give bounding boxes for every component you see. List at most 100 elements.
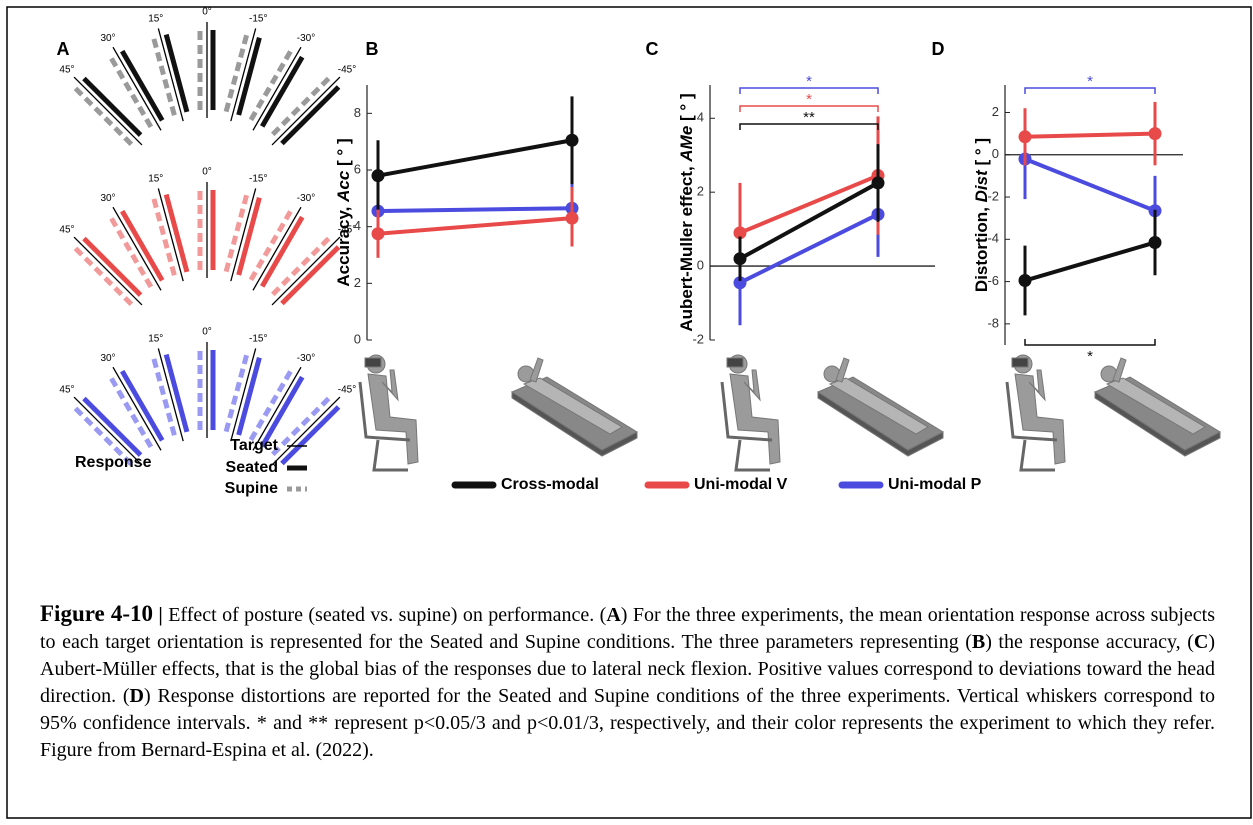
y-axis-label: Aubert-Muller effect, AMe [ ° ] bbox=[677, 93, 696, 331]
visor bbox=[726, 357, 744, 368]
seated-response bbox=[260, 55, 305, 128]
y-tick-label: 4 bbox=[697, 110, 704, 125]
seated-response bbox=[120, 49, 165, 122]
point bbox=[871, 176, 885, 190]
angle-label: -45° bbox=[338, 225, 356, 236]
panel-label: B bbox=[366, 39, 379, 59]
caption-run: C bbox=[1193, 631, 1209, 653]
target-line bbox=[252, 46, 302, 131]
point bbox=[565, 133, 579, 147]
series-line bbox=[377, 216, 573, 236]
significance-label: * bbox=[1087, 73, 1093, 90]
legend-label: Response bbox=[75, 454, 152, 471]
panel-label: A bbox=[57, 39, 70, 59]
point bbox=[371, 227, 385, 241]
significance-label: * bbox=[806, 91, 812, 108]
seated-pictogram bbox=[720, 354, 781, 472]
significance-label: ** bbox=[803, 109, 815, 126]
target-line bbox=[112, 46, 162, 131]
caption: Figure 4-10 | Effect of posture (seated … bbox=[40, 600, 1215, 764]
seated-response bbox=[82, 396, 143, 457]
arm bbox=[835, 357, 850, 383]
seated-response bbox=[236, 197, 262, 276]
series-line bbox=[1024, 240, 1156, 283]
series-line bbox=[1024, 131, 1156, 139]
point bbox=[1148, 127, 1162, 141]
frame bbox=[6, 6, 1252, 819]
caption-run: D bbox=[129, 685, 144, 707]
series-line bbox=[377, 138, 573, 178]
target-line bbox=[73, 76, 143, 146]
panel-label: D bbox=[932, 39, 945, 59]
angle-label: 45° bbox=[59, 225, 74, 236]
point bbox=[565, 211, 579, 225]
y-tick-label: -6 bbox=[987, 273, 999, 288]
significance-bracket bbox=[1024, 339, 1156, 346]
caption-run: ) the response accuracy, ( bbox=[985, 631, 1194, 653]
point bbox=[733, 226, 747, 240]
target-line bbox=[252, 366, 302, 451]
y-tick-label: 0 bbox=[992, 146, 999, 161]
angle-label: -45° bbox=[338, 385, 356, 396]
body bbox=[1014, 373, 1066, 465]
target-line bbox=[252, 206, 302, 291]
y-tick-label: 8 bbox=[354, 105, 361, 120]
y-tick-label: -2 bbox=[692, 331, 704, 346]
target-line bbox=[157, 28, 184, 122]
body bbox=[729, 373, 781, 465]
legend-label: Uni-modal P bbox=[888, 476, 982, 493]
y-tick-label: 2 bbox=[354, 275, 361, 290]
y-axis-label-part: Accuracy, bbox=[334, 202, 353, 287]
y-axis-label-part: [ ° ] bbox=[677, 93, 696, 125]
caption-run: Effect of posture (seated vs. supine) on… bbox=[168, 604, 607, 626]
angle-label: -15° bbox=[249, 333, 267, 344]
target-line bbox=[112, 206, 162, 291]
angle-label: 45° bbox=[59, 65, 74, 76]
angle-label: 0° bbox=[202, 167, 212, 178]
legend-label: Seated bbox=[226, 459, 278, 476]
target-line bbox=[73, 396, 143, 466]
y-axis-label-part: Dist bbox=[972, 169, 991, 202]
y-tick-label: -8 bbox=[987, 315, 999, 330]
angle-label: 45° bbox=[59, 385, 74, 396]
table-side bbox=[817, 391, 944, 457]
target-line bbox=[271, 236, 341, 306]
target-line bbox=[230, 28, 257, 122]
angle-label: -15° bbox=[249, 13, 267, 24]
point bbox=[1148, 235, 1162, 249]
table-side bbox=[1094, 391, 1221, 457]
arm bbox=[381, 369, 399, 402]
seated-response bbox=[82, 76, 143, 137]
seated-response bbox=[163, 193, 190, 273]
y-axis-label-part: Acc bbox=[334, 170, 353, 203]
caption-run: ) Aubert-Müller effects, that is the glo… bbox=[40, 631, 1215, 707]
y-axis-label: Distortion, Dist [ ° ] bbox=[972, 138, 991, 292]
angle-label: 30° bbox=[100, 353, 115, 364]
target-line bbox=[157, 348, 184, 442]
angle-label: 0° bbox=[202, 7, 212, 18]
angle-label: 15° bbox=[148, 13, 163, 24]
angle-label: -30° bbox=[297, 193, 315, 204]
angle-label: 0° bbox=[202, 327, 212, 338]
y-axis-label-part: Distortion, bbox=[972, 202, 991, 292]
y-tick-label: 6 bbox=[354, 161, 361, 176]
y-axis-label-part: [ ° ] bbox=[972, 138, 991, 170]
angle-label: 30° bbox=[100, 33, 115, 44]
target-line bbox=[73, 236, 143, 306]
angle-label: -15° bbox=[249, 173, 267, 184]
series-line bbox=[739, 173, 879, 235]
seated-pictogram bbox=[358, 354, 419, 472]
legend-label: Supine bbox=[225, 480, 278, 497]
target-line bbox=[230, 188, 257, 282]
supine-pictogram bbox=[510, 357, 639, 457]
y-axis-label-part: AMe bbox=[677, 126, 696, 163]
y-axis-label-part: [ ° ] bbox=[334, 138, 353, 170]
arm bbox=[743, 369, 761, 402]
point bbox=[733, 252, 747, 266]
y-tick-label: 2 bbox=[697, 184, 704, 199]
legend-label: Uni-modal V bbox=[694, 476, 788, 493]
angle-label: 15° bbox=[148, 333, 163, 344]
target-line bbox=[112, 366, 162, 451]
